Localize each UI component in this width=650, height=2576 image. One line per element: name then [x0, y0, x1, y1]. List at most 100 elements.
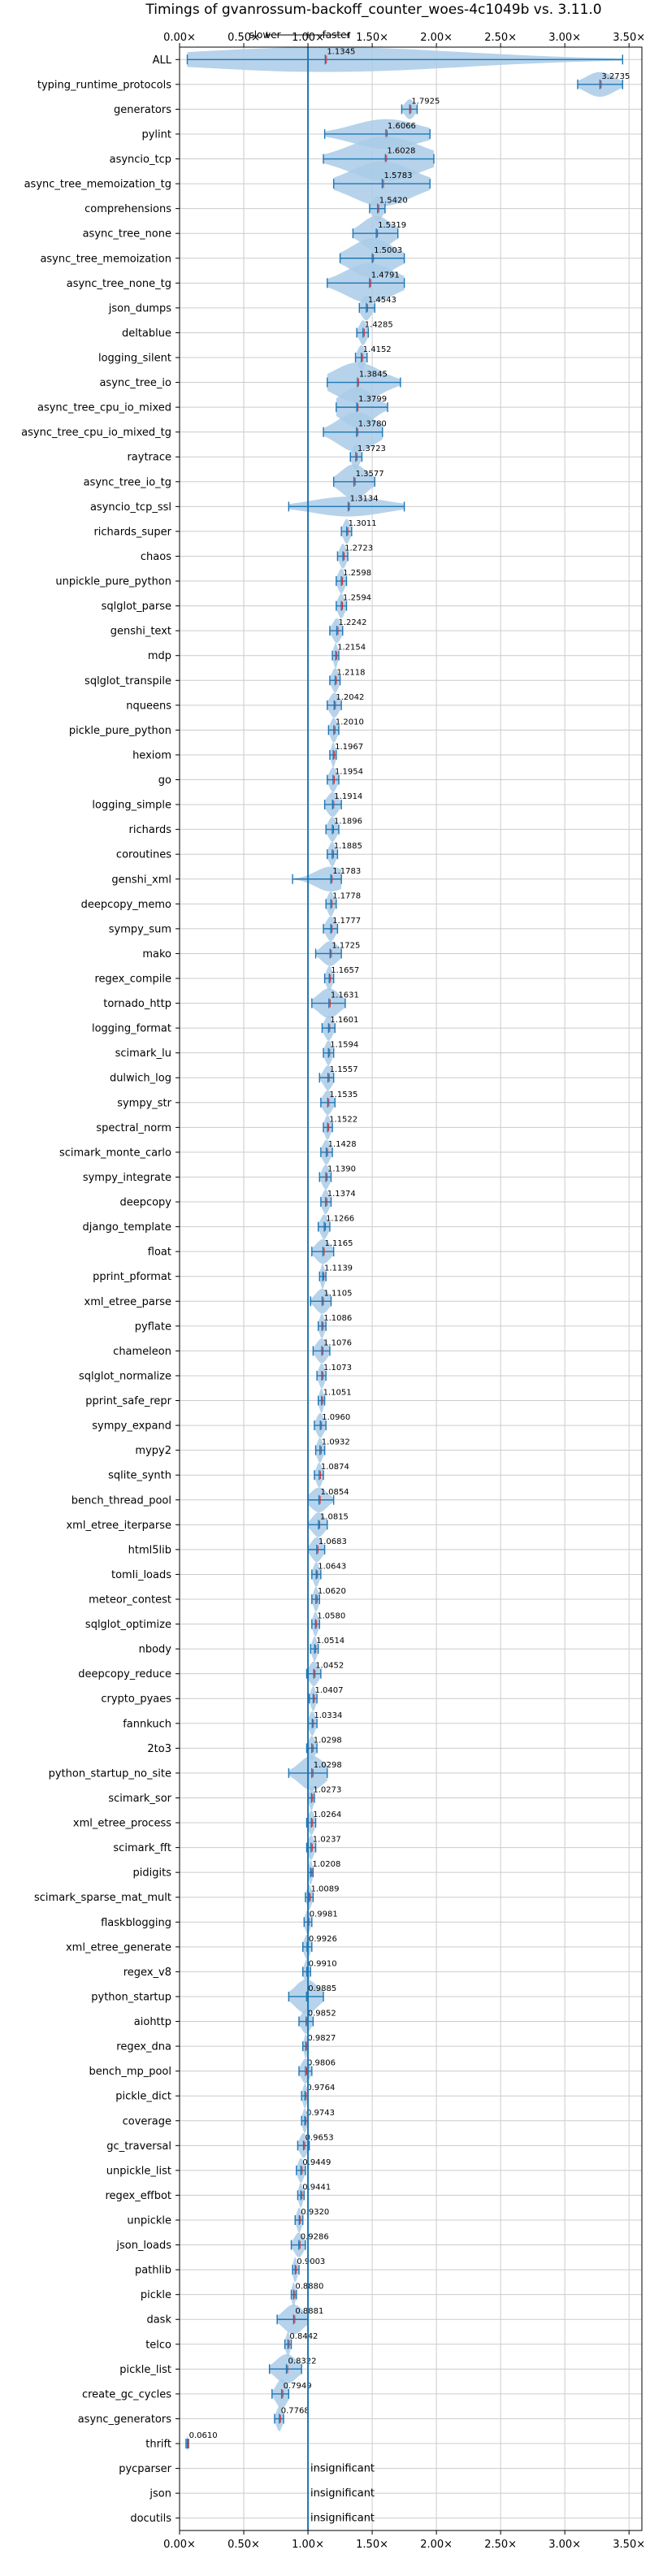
benchmark-label: regex_effbot [105, 2190, 171, 2202]
value-label: 1.4791 [371, 271, 400, 280]
value-label: 1.5319 [378, 221, 406, 230]
benchmark-label: tornado_http [103, 998, 171, 1010]
benchmark-label: json [149, 2488, 171, 2500]
benchmark-label: pickle [141, 2289, 171, 2301]
benchmark-label: async_tree_none_tg [67, 278, 171, 290]
x-tick-label-top: 0.50× [228, 32, 260, 44]
benchmark-label: thrift [145, 2439, 171, 2451]
benchmark-label: deepcopy_memo [81, 899, 171, 911]
value-label: 0.9743 [306, 2109, 335, 2118]
value-label: 0.9441 [302, 2183, 331, 2192]
value-label: 1.1165 [324, 1239, 353, 1248]
value-label: 0.9320 [301, 2208, 329, 2217]
value-label: 1.7925 [411, 97, 440, 106]
value-label: 1.0620 [318, 1587, 346, 1596]
benchmark-label: pickle_dict [115, 2091, 171, 2103]
value-label: 1.3780 [358, 420, 387, 429]
value-label: 1.0407 [314, 1686, 343, 1695]
value-label: 1.2242 [338, 618, 366, 627]
x-tick-label-top: 3.50× [613, 32, 645, 44]
benchmark-label: telco [145, 2339, 171, 2351]
benchmark-label: async_tree_io_tg [84, 476, 171, 488]
benchmark-label: docutils [130, 2513, 171, 2525]
value-label: 1.1783 [332, 867, 361, 876]
value-label: 1.1885 [334, 842, 362, 851]
value-label: 1.1954 [335, 768, 363, 777]
benchmark-label: crypto_pyaes [101, 1693, 171, 1706]
x-tick-label-bottom: 1.00× [292, 2539, 324, 2551]
value-label: 1.1073 [323, 1364, 352, 1373]
x-tick-label-top: 1.00× [292, 32, 324, 44]
value-label: 1.3799 [358, 395, 387, 404]
benchmark-label: dulwich_log [110, 1073, 171, 1085]
value-label: 1.4285 [365, 320, 393, 329]
value-label: 1.2594 [343, 594, 371, 603]
benchmark-label: pylint [141, 128, 171, 141]
insignificant-label: insignificant [310, 2487, 375, 2500]
value-label: 1.1967 [335, 743, 363, 752]
benchmark-label: logging_format [92, 1023, 171, 1035]
value-label: 1.0932 [322, 1438, 350, 1447]
value-label: 1.2154 [337, 644, 366, 653]
value-label: 1.0580 [317, 1612, 345, 1621]
benchmark-label: richards [129, 824, 172, 836]
benchmark-label: sqlglot_parse [102, 601, 171, 613]
insignificant-label: insignificant [310, 2513, 375, 2525]
benchmark-label: async_tree_cpu_io_mixed [37, 402, 171, 414]
benchmark-label: mako [142, 948, 171, 961]
value-label: 1.5783 [384, 171, 412, 180]
value-label: 0.7768 [281, 2406, 310, 2415]
benchmark-label: raytrace [127, 452, 171, 464]
value-label: 1.0298 [314, 1761, 342, 1770]
benchmark-label: create_gc_cycles [82, 2388, 171, 2400]
benchmark-label: pickle_pure_python [69, 725, 171, 737]
value-label: 1.2118 [337, 668, 366, 677]
benchmark-label: nqueens [126, 700, 171, 712]
value-label: 0.9806 [307, 2059, 336, 2068]
value-label: 1.0514 [316, 1637, 344, 1646]
value-label: 1.1557 [330, 1065, 358, 1074]
benchmark-label: coroutines [116, 849, 171, 861]
value-label: 1.1657 [331, 966, 359, 975]
benchmark-label: float [148, 1247, 171, 1259]
benchmark-label: 2to3 [147, 1743, 171, 1755]
value-label: 1.1139 [324, 1264, 353, 1273]
slower-label: slower [249, 29, 280, 41]
benchmark-label: bench_thread_pool [72, 1494, 171, 1507]
value-label: 1.3723 [358, 445, 386, 453]
benchmark-label: async_tree_memoization_tg [24, 179, 171, 191]
value-label: 1.0874 [321, 1463, 349, 1472]
benchmark-label: async_tree_cpu_io_mixed_tg [21, 427, 171, 439]
value-label: 1.1601 [330, 1016, 358, 1025]
value-label: 0.8442 [289, 2332, 318, 2341]
benchmark-label: sympy_sum [109, 923, 171, 935]
value-label: 1.5420 [379, 197, 408, 206]
benchmark-label: json_dumps [108, 302, 171, 314]
value-label: 0.9910 [309, 1959, 337, 1968]
value-label: 1.0237 [313, 1836, 341, 1845]
value-label: 1.1914 [334, 792, 362, 801]
benchmark-label: sqlglot_normalize [79, 1370, 171, 1382]
benchmark-label: deepcopy [119, 1197, 171, 1209]
benchmark-label: regex_compile [94, 974, 171, 986]
value-label: 0.9981 [310, 1910, 338, 1919]
value-label: 1.0960 [322, 1413, 350, 1422]
benchmark-label: unpickle [127, 2215, 171, 2227]
value-label: 0.0610 [189, 2431, 218, 2440]
benchmark-label: fannkuch [123, 1718, 171, 1730]
benchmark-label: asyncio_tcp [110, 154, 171, 166]
benchmark-label: sqlite_synth [108, 1470, 171, 1482]
benchmark-label: comprehensions [84, 203, 171, 215]
value-label: 1.1345 [327, 47, 355, 56]
benchmark-label: tomli_loads [111, 1569, 171, 1581]
value-label: 1.0815 [320, 1512, 349, 1521]
benchmark-label: python_startup_no_site [49, 1767, 171, 1780]
value-label: 1.2598 [343, 569, 371, 578]
benchmark-label: dask [146, 2314, 171, 2327]
value-label: 0.8880 [295, 2283, 323, 2292]
value-label: 0.9926 [309, 1935, 337, 1944]
value-label: 1.3845 [359, 371, 388, 379]
benchmark-label: xml_etree_process [73, 1818, 171, 1830]
benchmark-label: pathlib [135, 2265, 171, 2277]
